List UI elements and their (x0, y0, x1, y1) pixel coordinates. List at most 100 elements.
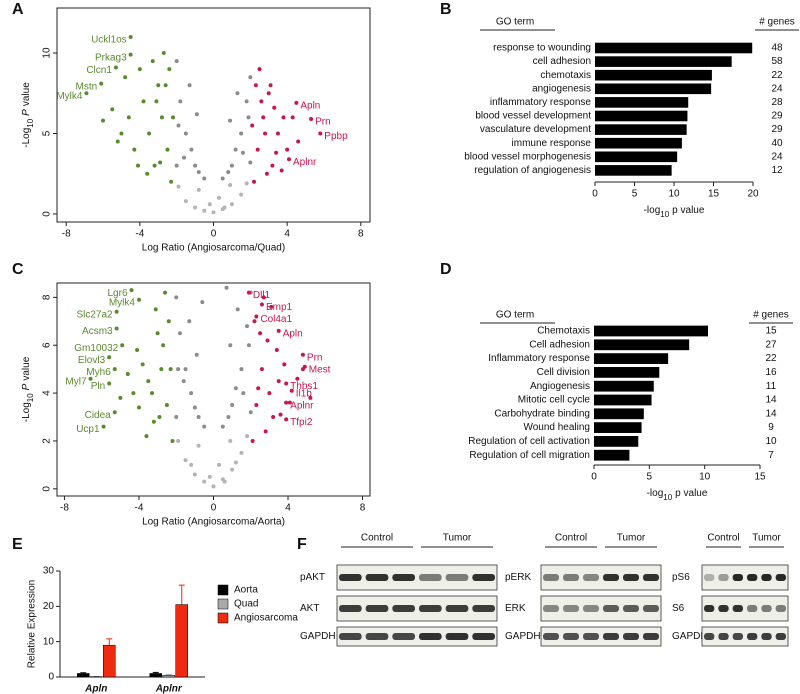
point (167, 67, 172, 72)
legend-swatch (217, 584, 229, 596)
point (151, 419, 156, 424)
legend-label: Aorta (234, 585, 258, 596)
point (235, 307, 240, 312)
blot-band (732, 633, 743, 640)
group-header: Tumor (443, 533, 472, 544)
bar (594, 449, 630, 461)
point (146, 379, 151, 384)
column-header: GO term (496, 310, 534, 321)
blot-band (419, 633, 442, 640)
category-label: Carbohydrate binding (494, 408, 590, 419)
point (229, 202, 234, 207)
gene-count: 58 (771, 56, 783, 67)
bar (175, 604, 188, 678)
x-tick-label: 15 (754, 472, 766, 483)
blot-band (445, 605, 469, 612)
point (118, 395, 123, 400)
gene-count: 14 (765, 395, 777, 406)
gene-label: Aplnr (290, 400, 314, 411)
axis-label-part: P (21, 383, 32, 390)
point (119, 131, 124, 136)
gene-count: 29 (771, 111, 783, 122)
blot-label: ERK (505, 603, 526, 614)
y-tick-label: 5 (42, 130, 53, 136)
x-tick-label: 4 (284, 229, 290, 240)
point (228, 438, 233, 443)
gene-label: Prn (315, 117, 331, 128)
y-tick-label: 10 (43, 636, 55, 647)
point (174, 163, 179, 168)
point (220, 424, 225, 429)
gene-label: Gm10032 (74, 343, 118, 354)
point (248, 410, 253, 415)
x-tick-label: 0 (592, 189, 598, 200)
blot-band (419, 605, 442, 612)
blot-label: GAPDH (505, 631, 541, 642)
point (263, 131, 268, 136)
category-label: inflammatory response (490, 97, 592, 108)
gene-count: 14 (765, 408, 777, 419)
panel-letter: E (12, 536, 23, 553)
blot-label: pAKT (300, 572, 325, 583)
blot-band (718, 633, 729, 640)
labeled-point (309, 117, 314, 122)
point (295, 376, 300, 381)
gene-label: Clcn1 (86, 65, 112, 76)
blot-band (643, 605, 659, 612)
blot-band (365, 574, 389, 581)
x-tick-label: 4 (285, 503, 291, 514)
blot-band (563, 633, 579, 640)
axis-label: -Log10 Pvalue (21, 356, 35, 422)
point (177, 331, 182, 336)
x-axis-label: Log Ratio (Angiosarcoma/Aorta) (142, 517, 285, 528)
y-tick-label: 0 (42, 211, 53, 217)
point (241, 391, 246, 396)
point (182, 155, 187, 160)
category-label: Cell adhesion (529, 339, 590, 350)
axis-label-part: -Log (21, 402, 32, 422)
blot-band (718, 605, 729, 612)
point (192, 405, 197, 410)
gene-count: 40 (771, 138, 783, 149)
category-label: Aplnr (155, 684, 183, 694)
point (274, 150, 279, 155)
point (150, 59, 155, 64)
point (228, 343, 233, 348)
blot-band (603, 574, 619, 581)
point (193, 205, 198, 210)
bar (594, 380, 654, 392)
x-tick-label: 0 (591, 472, 597, 483)
axis-label-part: -log (647, 488, 664, 499)
point (275, 131, 280, 136)
gene-label: Mylk4 (109, 297, 136, 308)
point (290, 115, 295, 120)
gene-label: Uckl1os (91, 35, 127, 46)
axis-label-part: 10 (26, 118, 35, 127)
blot-band (339, 633, 362, 640)
axis-label: -log10 p value (644, 205, 705, 219)
blot-band (472, 574, 495, 581)
axis-label: -log10 p value (647, 488, 708, 502)
category-label: Inflammatory response (488, 353, 590, 364)
point (239, 450, 244, 455)
labeled-point (114, 309, 119, 314)
blot-band (583, 605, 599, 612)
x-tick-label: 8 (358, 229, 364, 240)
panel-letter: F (297, 536, 307, 553)
labeled-point (254, 314, 259, 319)
point (220, 176, 225, 181)
blot-label: GAPDH (672, 631, 708, 642)
y-axis-label: Relative Expression (27, 580, 38, 668)
point (193, 163, 198, 168)
point (187, 83, 192, 88)
point (271, 415, 276, 420)
axis-label-part: p value (672, 205, 705, 216)
point (264, 171, 269, 176)
x-tick-label: 20 (747, 189, 759, 200)
gene-label: Myh6 (86, 367, 111, 378)
y-tick-label: 10 (42, 47, 53, 59)
blot-band (718, 574, 729, 581)
point (202, 176, 207, 181)
point (229, 163, 234, 168)
blot-band (339, 574, 362, 581)
